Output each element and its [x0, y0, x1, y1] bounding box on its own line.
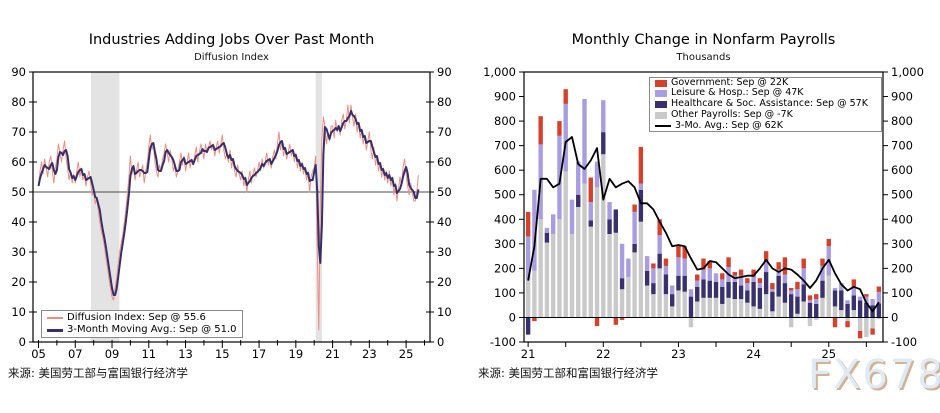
svg-text:19: 19	[289, 347, 304, 361]
svg-text:1,000: 1,000	[891, 65, 924, 79]
legend-label-government: Government: Sep @ 22K	[671, 76, 789, 88]
legend-label-3mo-avg: 3-Mo. Avg.: Sep @ 62K	[675, 119, 783, 131]
svg-text:23: 23	[362, 347, 377, 361]
left-chart-source: 来源: 美国劳工部与富国银行经济学	[8, 366, 189, 380]
svg-text:21: 21	[521, 347, 536, 361]
diffusion-index-line-swatch	[47, 316, 63, 319]
svg-text:500: 500	[891, 188, 913, 202]
right-chart-title: Monthly Change in Nonfarm Payrolls	[571, 32, 836, 48]
svg-text:-100: -100	[891, 335, 917, 349]
svg-text:600: 600	[494, 163, 516, 177]
left-chart-legend: Diffusion Index: Sep @ 55.6 3-Month Movi…	[41, 310, 243, 338]
svg-text:17: 17	[252, 347, 267, 361]
svg-text:80: 80	[437, 95, 452, 109]
legend-item-leisure-hosp: Leisure & Hosp.: Sep @ 47K	[655, 88, 876, 99]
svg-text:25: 25	[399, 347, 414, 361]
svg-text:900: 900	[891, 90, 913, 104]
left-chart-title: Industries Adding Jobs Over Past Month	[88, 32, 375, 48]
watermark: FX678	[808, 352, 940, 398]
svg-text:700: 700	[494, 139, 516, 153]
government-bar-swatch	[655, 79, 667, 87]
right-chart-plot: -100 -100 0 0 100 100 200 200 300 300 400 400 500 500…	[483, 65, 924, 361]
svg-text:20: 20	[437, 275, 452, 289]
3mo-avg-line-swatch	[655, 124, 671, 127]
legend-label-moving-avg: 3-Month Moving Avg.: Sep @ 51.0	[67, 324, 237, 335]
svg-text:300: 300	[494, 237, 516, 251]
svg-text:22: 22	[596, 347, 611, 361]
leisure-hosp-bar-swatch	[655, 90, 667, 98]
legend-item-diffusion-index: Diffusion Index: Sep @ 55.6	[47, 312, 237, 325]
svg-text:800: 800	[891, 114, 913, 128]
healthcare-bar-swatch	[655, 101, 667, 108]
left-chart-plot: 0 0 10 10 20 20 30 30 40 40 50 50 60 60 70 70 80 80 90 90 05…	[11, 65, 452, 361]
right-chart-source: 来源: 美国劳工部和富国银行经济学	[478, 366, 659, 380]
svg-text:60: 60	[437, 155, 452, 169]
svg-text:200: 200	[891, 261, 913, 275]
legend-label-healthcare: Healthcare & Soc. Assistance: Sep @ 57K	[671, 98, 868, 110]
svg-text:400: 400	[494, 212, 516, 226]
svg-text:30: 30	[437, 245, 452, 259]
svg-text:600: 600	[891, 163, 913, 177]
svg-text:70: 70	[437, 125, 452, 139]
right-chart-legend: Government: Sep @ 22K Leisure & Hosp.: S…	[649, 77, 882, 132]
svg-text:25: 25	[821, 347, 836, 361]
svg-text:100: 100	[494, 286, 516, 300]
other-payrolls-bar-swatch	[655, 111, 667, 119]
svg-text:15: 15	[215, 347, 230, 361]
svg-text:0: 0	[509, 310, 516, 324]
svg-text:200: 200	[494, 261, 516, 275]
legend-item-other-payrolls: Other Payrolls: Sep @ -7K	[655, 108, 876, 121]
svg-text:400: 400	[891, 212, 913, 226]
legend-label-other-payrolls: Other Payrolls: Sep @ -7K	[671, 108, 793, 120]
legend-item-moving-avg: 3-Month Moving Avg.: Sep @ 51.0	[47, 324, 237, 337]
svg-text:0: 0	[19, 335, 26, 349]
svg-text:300: 300	[891, 237, 913, 251]
svg-text:100: 100	[891, 286, 913, 300]
moving-avg-line-swatch	[47, 328, 63, 332]
svg-text:-100: -100	[490, 335, 516, 349]
svg-text:09: 09	[105, 347, 120, 361]
svg-text:90: 90	[11, 65, 26, 79]
svg-text:70: 70	[11, 125, 26, 139]
svg-text:0: 0	[437, 335, 444, 349]
svg-text:21: 21	[325, 347, 340, 361]
svg-text:11: 11	[141, 347, 156, 361]
legend-item-3mo-avg: 3-Mo. Avg.: Sep @ 62K	[655, 119, 876, 132]
svg-text:20: 20	[11, 275, 26, 289]
legend-item-healthcare: Healthcare & Soc. Assistance: Sep @ 57K	[655, 98, 876, 110]
svg-text:80: 80	[11, 95, 26, 109]
left-chart-subtitle: Diffusion Index	[194, 52, 269, 63]
svg-text:40: 40	[437, 215, 452, 229]
svg-text:50: 50	[437, 185, 452, 199]
svg-text:800: 800	[494, 114, 516, 128]
svg-text:24: 24	[746, 347, 761, 361]
svg-text:10: 10	[437, 305, 452, 319]
svg-text:60: 60	[11, 155, 26, 169]
svg-text:0: 0	[891, 310, 898, 324]
svg-text:90: 90	[437, 65, 452, 79]
legend-label-diffusion-index: Diffusion Index: Sep @ 55.6	[67, 311, 206, 323]
svg-text:07: 07	[68, 347, 83, 361]
svg-text:700: 700	[891, 139, 913, 153]
svg-text:30: 30	[11, 245, 26, 259]
svg-text:10: 10	[11, 305, 26, 319]
svg-text:50: 50	[11, 185, 26, 199]
svg-text:1,000: 1,000	[483, 65, 516, 79]
legend-item-government: Government: Sep @ 22K	[655, 76, 876, 89]
svg-text:900: 900	[494, 90, 516, 104]
svg-text:23: 23	[671, 347, 686, 361]
svg-text:40: 40	[11, 215, 26, 229]
svg-text:500: 500	[494, 188, 516, 202]
svg-text:05: 05	[31, 347, 46, 361]
svg-text:13: 13	[178, 347, 193, 361]
right-chart-subtitle: Thousands	[676, 52, 731, 63]
legend-label-leisure-hosp: Leisure & Hosp.: Sep @ 47K	[671, 87, 804, 99]
